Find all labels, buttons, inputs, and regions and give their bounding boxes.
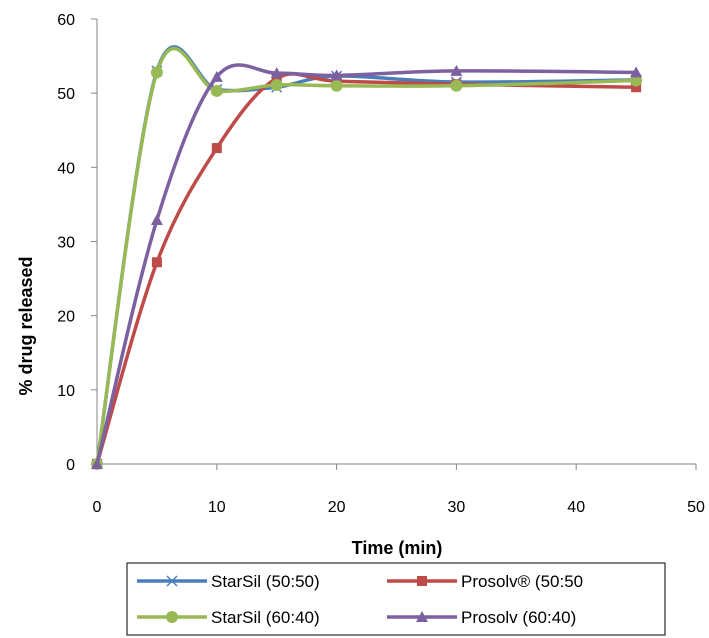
legend: StarSil (50:50) Prosolv® (50:50 StarSil (6… — [126, 562, 666, 636]
legend-marker — [166, 611, 178, 623]
series-1 — [91, 45, 642, 470]
x-tick-label: 50 — [687, 499, 705, 516]
legend-marker — [166, 575, 178, 587]
series-2 — [92, 72, 642, 469]
legend-item: Prosolv® (50:50 — [387, 572, 583, 591]
data-point — [271, 73, 282, 84]
x-axis-title: Time (min) — [352, 538, 443, 558]
data-point — [631, 82, 642, 93]
data-point — [151, 257, 162, 268]
data-point — [210, 70, 223, 82]
y-tick-label: 0 — [66, 457, 75, 474]
data-point — [270, 67, 283, 79]
data-point — [270, 79, 283, 92]
legend-item: StarSil (60:40) — [137, 608, 320, 627]
legend-item: StarSil (50:50) — [137, 572, 320, 591]
data-point — [210, 84, 223, 97]
legend-item: Prosolv (60:40) — [387, 608, 576, 627]
data-point — [630, 66, 643, 78]
series-line — [95, 46, 638, 466]
data-point — [330, 69, 343, 81]
y-tick-label: 30 — [57, 235, 75, 252]
y-tick-label: 20 — [57, 309, 75, 326]
data-point — [330, 79, 343, 92]
x-tick-label: 20 — [328, 499, 346, 516]
series-4 — [91, 63, 643, 469]
legend-marker — [416, 611, 428, 622]
legend-label: StarSil (60:40) — [211, 608, 320, 627]
series-line — [95, 63, 638, 466]
y-tick-label: 60 — [57, 12, 75, 29]
series-layer — [91, 45, 643, 470]
x-tick-label: 40 — [567, 499, 585, 516]
series-line — [95, 45, 638, 466]
data-point — [150, 213, 163, 225]
y-tick-label: 40 — [57, 160, 75, 177]
legend-label: StarSil (50:50) — [211, 572, 320, 591]
ticks: 0 10 20 30 40 50 60 0 10 20 30 40 50 — [57, 12, 705, 516]
data-point — [211, 143, 222, 154]
x-tick-label: 0 — [93, 499, 102, 516]
y-axis-title: % drug released — [16, 256, 36, 395]
legend-box — [126, 562, 666, 636]
y-tick-label: 10 — [57, 383, 75, 400]
legend-label: Prosolv (60:40) — [461, 608, 576, 627]
data-point — [630, 74, 643, 87]
legend-label: Prosolv® (50:50 — [461, 572, 583, 591]
data-point — [450, 79, 463, 92]
series-line — [95, 72, 638, 466]
y-tick-label: 50 — [57, 86, 75, 103]
x-tick-label: 30 — [448, 499, 466, 516]
data-point — [91, 458, 103, 469]
legend-marker — [417, 576, 427, 586]
data-point — [450, 64, 463, 76]
x-tick-label: 10 — [208, 499, 226, 516]
data-point — [150, 66, 163, 79]
series-3 — [91, 46, 643, 470]
